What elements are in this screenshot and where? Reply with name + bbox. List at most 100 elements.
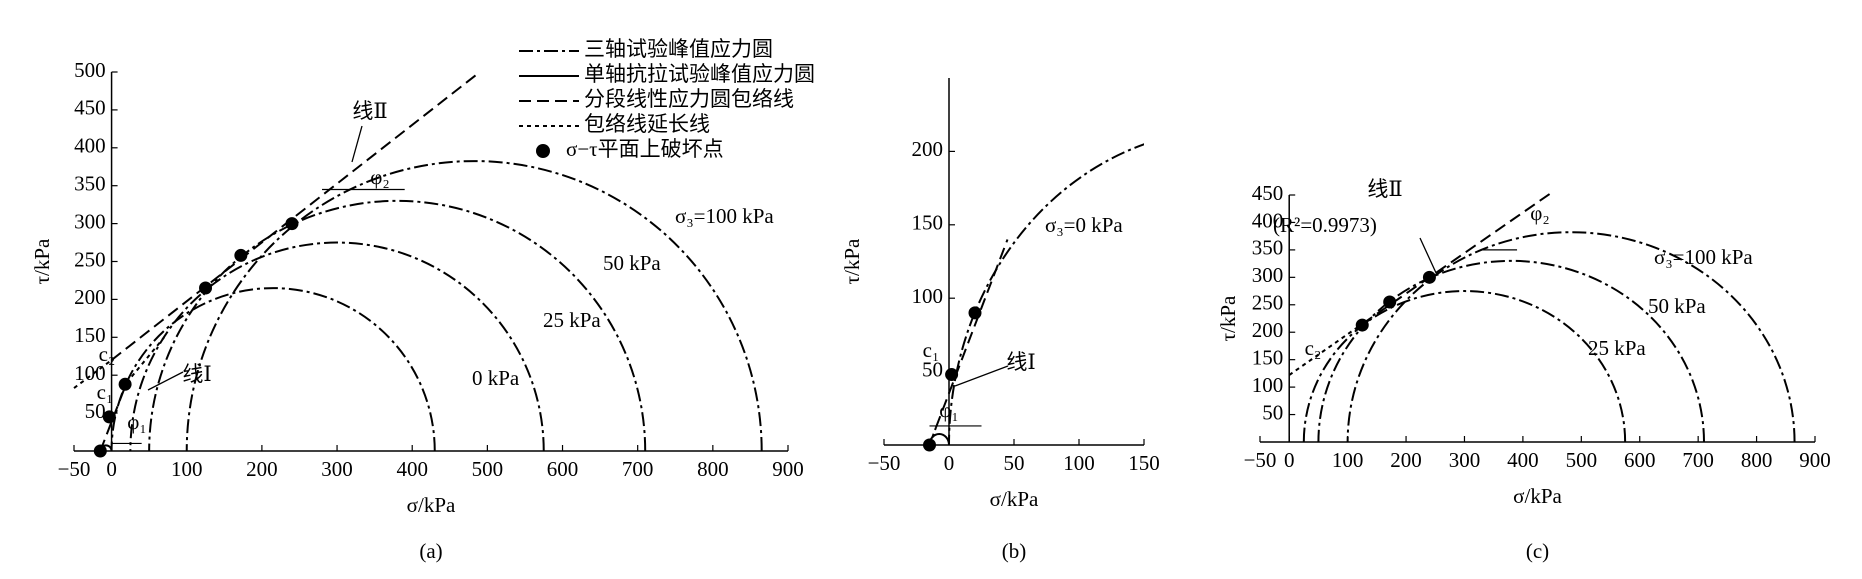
- annotation-arrow: [351, 125, 363, 163]
- x-tick-label: 150: [1128, 451, 1160, 475]
- annotation: φ₂: [1530, 201, 1549, 225]
- x-axis-label: σ/kPa: [990, 487, 1039, 511]
- x-tick-label: 200: [246, 457, 278, 481]
- x-axis-label: σ/kPa: [407, 493, 456, 517]
- x-tick-label: 0: [1284, 448, 1295, 472]
- x-tick-label: 300: [1449, 448, 1481, 472]
- plot-area: [99, 160, 763, 451]
- x-tick-label: 0: [944, 451, 955, 475]
- x-tick-label: 200: [1390, 448, 1422, 472]
- envelope-line: [1288, 323, 1363, 376]
- failure-point: [118, 377, 132, 391]
- envelope-line: [935, 239, 1009, 428]
- x-tick-label: −50: [868, 451, 901, 475]
- y-tick-label: 300: [1252, 263, 1284, 287]
- x-tick-label: 600: [1624, 448, 1656, 472]
- circle-label: 25 kPa: [543, 308, 601, 332]
- annotation: 线Ⅱ: [352, 99, 387, 123]
- legend-label: σ−τ平面上破坏点: [566, 137, 724, 161]
- y-tick-label: 500: [74, 58, 106, 82]
- x-tick-label: 50: [1004, 451, 1025, 475]
- x-tick-label: 700: [622, 457, 654, 481]
- y-tick-label: 400: [74, 134, 106, 158]
- y-tick-label: 250: [74, 247, 106, 271]
- y-tick-label: 200: [74, 285, 106, 309]
- y-tick-label: 50: [922, 357, 943, 381]
- failure-point: [968, 306, 982, 320]
- y-tick-label: 250: [1252, 291, 1284, 315]
- annotation: (R²=0.9973): [1273, 213, 1377, 237]
- mohr-circle: [148, 199, 647, 451]
- x-tick-label: 800: [697, 457, 729, 481]
- envelope-line: [125, 336, 165, 384]
- x-tick-label: 100: [1332, 448, 1364, 472]
- annotation: φ₁: [127, 410, 146, 434]
- y-tick-label: 450: [1252, 181, 1284, 205]
- failure-point: [1355, 318, 1369, 332]
- legend-label: 单轴抗拉试验峰值应力圆: [584, 62, 815, 86]
- legend-label: 三轴试验峰值应力圆: [584, 37, 773, 61]
- x-tick-label: 100: [1063, 451, 1095, 475]
- x-tick-label: 400: [1507, 448, 1539, 472]
- x-tick-label: 700: [1682, 448, 1714, 472]
- x-tick-label: 900: [1799, 448, 1831, 472]
- failure-point: [945, 368, 959, 382]
- mohr-circle: [185, 160, 763, 451]
- mohr-circle: [129, 241, 545, 451]
- mohr-circle: [1317, 259, 1705, 442]
- failure-point: [923, 438, 936, 452]
- annotation: c₂: [1305, 336, 1322, 360]
- failure-point: [93, 444, 107, 458]
- annotation: c₂: [99, 342, 116, 366]
- mohr-circle: [1346, 231, 1796, 442]
- x-tick-label: 0: [106, 457, 117, 481]
- y-tick-label: 150: [912, 211, 944, 235]
- y-tick-label: 150: [74, 323, 106, 347]
- x-tick-label: 400: [396, 457, 428, 481]
- mohr-circle: [110, 287, 436, 451]
- x-tick-label: 800: [1741, 448, 1773, 472]
- annotation: 线Ⅱ: [1367, 177, 1402, 201]
- x-tick-label: −50: [1244, 448, 1277, 472]
- plot-area: [1302, 231, 1796, 442]
- failure-point: [234, 248, 248, 262]
- envelope-line: [110, 71, 481, 361]
- mohr-circle: [948, 143, 1144, 445]
- panel-label: (b): [1002, 539, 1027, 563]
- y-tick-label: 350: [1252, 236, 1284, 260]
- y-tick-label: 400: [1252, 208, 1284, 232]
- y-tick-label: 300: [74, 209, 106, 233]
- y-axis-label: τ/kPa: [840, 238, 864, 284]
- y-tick-label: 350: [74, 172, 106, 196]
- annotation: φ₂: [370, 165, 389, 189]
- annotation-arrow: [954, 365, 1009, 387]
- y-tick-label: 50: [85, 399, 106, 423]
- failure-point: [1422, 270, 1436, 284]
- annotation: 线Ⅰ: [182, 362, 211, 386]
- legend-label: 包络线延长线: [584, 112, 710, 136]
- circle-label: σ₃=100 kPa: [1654, 245, 1753, 269]
- circle-label: 50 kPa: [603, 251, 661, 275]
- y-tick-label: 100: [912, 284, 944, 308]
- panel-label: (c): [1526, 539, 1549, 563]
- annotation: φ₁: [939, 398, 958, 422]
- circle-label: 50 kPa: [1648, 294, 1706, 318]
- y-tick-label: 150: [1252, 345, 1284, 369]
- mohr-circle: [1302, 290, 1627, 442]
- failure-point: [285, 217, 299, 231]
- failure-point: [1383, 295, 1397, 309]
- circle-label: 0 kPa: [472, 366, 520, 390]
- y-tick-label: 200: [912, 137, 944, 161]
- y-tick-label: 100: [1252, 373, 1284, 397]
- circle-label: σ₃=100 kPa: [675, 204, 774, 228]
- legend-marker: [536, 144, 550, 158]
- circle-label: 25 kPa: [1588, 336, 1646, 360]
- y-axis-label: τ/kPa: [30, 238, 54, 284]
- y-tick-label: 50: [1262, 400, 1283, 424]
- x-tick-label: 500: [472, 457, 504, 481]
- y-tick-label: 100: [74, 361, 106, 385]
- x-axis-label: σ/kPa: [1513, 484, 1562, 508]
- annotation-arrow: [147, 371, 184, 391]
- legend-label: 分段线性应力圆包络线: [584, 87, 794, 111]
